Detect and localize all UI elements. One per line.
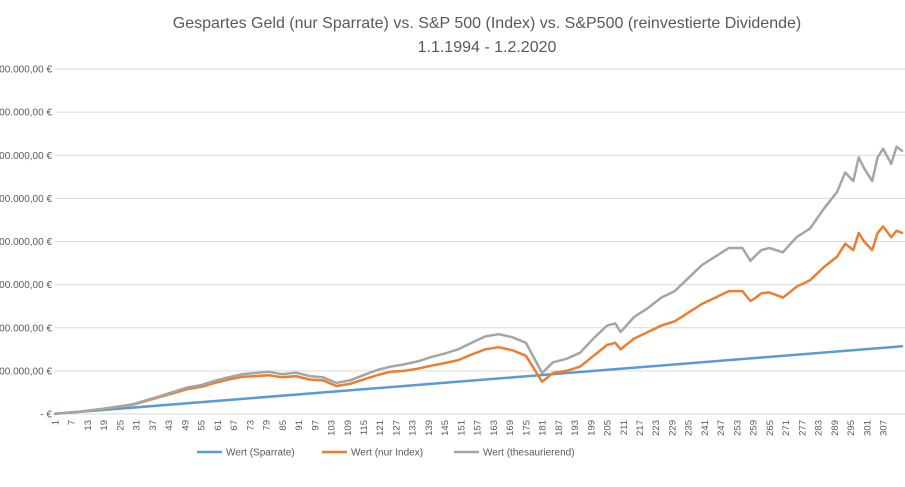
y-tick-label: 00.000,00 € xyxy=(0,280,52,291)
legend-label: Wert (nur Index) xyxy=(351,448,423,459)
x-tick-label: 67 xyxy=(229,420,240,431)
chart-title: Gespartes Geld (nur Sparrate) vs. S&P 50… xyxy=(173,15,801,32)
x-tick-label: 193 xyxy=(570,420,581,436)
x-tick-label: 85 xyxy=(278,420,289,431)
x-tick-label: 301 xyxy=(862,420,873,436)
x-tick-label: 109 xyxy=(343,420,354,436)
x-tick-label: 211 xyxy=(619,420,630,435)
series-line-1 xyxy=(53,345,904,416)
series-line-3 xyxy=(53,145,904,416)
x-tick-label: 241 xyxy=(700,420,711,436)
x-tick-label: 61 xyxy=(213,420,224,431)
x-tick-label: 55 xyxy=(197,420,208,431)
gridlines xyxy=(55,68,905,415)
x-tick-label: 43 xyxy=(164,420,175,431)
x-tick-label: 163 xyxy=(489,420,500,436)
x-tick-label: 247 xyxy=(716,420,727,436)
x-tick-label: 49 xyxy=(180,420,191,431)
x-tick-label: 103 xyxy=(327,420,338,436)
y-axis-tick-labels: - € 00.000,00 € 00.000,00 € 00.000,00 € 00.0… xyxy=(0,65,52,421)
x-tick-label: 91 xyxy=(294,420,305,431)
legend: Wert (Sparrate) Wert (nur Index) Wert (the… xyxy=(197,448,575,459)
legend-label: Wert (Sparrate) xyxy=(226,448,295,459)
series-lines xyxy=(53,145,904,416)
x-tick-label: 259 xyxy=(749,420,760,436)
x-tick-label: 157 xyxy=(473,420,484,436)
x-tick-label: 295 xyxy=(846,420,857,436)
y-tick-label: 00.000,00 € xyxy=(0,366,52,377)
x-tick-label: 97 xyxy=(310,420,321,431)
x-tick-label: 283 xyxy=(814,420,825,436)
y-tick-label: 00.000,00 € xyxy=(0,237,52,248)
series-line-2 xyxy=(53,225,904,416)
x-tick-label: 31 xyxy=(132,420,143,431)
x-axis-tick-labels: 1 7 13 19 25 31 37 43 49 55 61 67 73 79 85 91 97 103 109 11… xyxy=(51,420,890,436)
x-tick-label: 133 xyxy=(408,420,419,436)
y-tick-label: 00.000,00 € xyxy=(0,151,52,162)
x-tick-label: 127 xyxy=(391,420,402,436)
y-tick-label: 00.000,00 € xyxy=(0,323,52,334)
x-tick-label: 235 xyxy=(684,420,695,436)
x-tick-label: 277 xyxy=(797,420,808,436)
y-tick-label: 00.000,00 € xyxy=(0,108,52,119)
x-tick-label: 1 xyxy=(51,420,62,425)
x-tick-label: 253 xyxy=(732,420,743,436)
x-tick-label: 19 xyxy=(99,420,110,431)
x-tick-label: 265 xyxy=(765,420,776,436)
x-tick-label: 199 xyxy=(586,420,597,436)
y-tick-label: - € xyxy=(40,410,52,421)
x-tick-label: 271 xyxy=(781,420,792,436)
x-tick-label: 181 xyxy=(538,420,549,436)
y-tick-label: 00.000,00 € xyxy=(0,194,52,205)
y-tick-label: 00.000,00 € xyxy=(0,65,52,76)
x-tick-label: 307 xyxy=(879,420,890,436)
legend-label: Wert (thesaurierend) xyxy=(483,448,575,459)
x-tick-label: 13 xyxy=(83,420,94,431)
x-tick-label: 7 xyxy=(67,420,78,425)
x-tick-label: 289 xyxy=(830,420,841,436)
x-tick-label: 139 xyxy=(424,420,435,436)
x-tick-label: 121 xyxy=(375,420,386,436)
x-tick-label: 205 xyxy=(603,420,614,436)
x-tick-label: 115 xyxy=(359,420,370,435)
x-tick-label: 73 xyxy=(245,420,256,431)
x-tick-label: 217 xyxy=(635,420,646,436)
x-tick-label: 187 xyxy=(554,420,565,436)
x-tick-label: 223 xyxy=(651,420,662,436)
x-tick-label: 151 xyxy=(456,420,467,436)
x-tick-label: 175 xyxy=(521,420,532,436)
x-tick-label: 145 xyxy=(440,420,451,436)
x-tick-label: 229 xyxy=(667,420,678,436)
x-tick-label: 169 xyxy=(505,420,516,436)
x-tick-label: 37 xyxy=(148,420,159,431)
x-tick-label: 79 xyxy=(262,420,273,431)
x-tick-label: 25 xyxy=(115,420,126,431)
chart-subtitle: 1.1.1994 - 1.2.2020 xyxy=(418,39,557,56)
